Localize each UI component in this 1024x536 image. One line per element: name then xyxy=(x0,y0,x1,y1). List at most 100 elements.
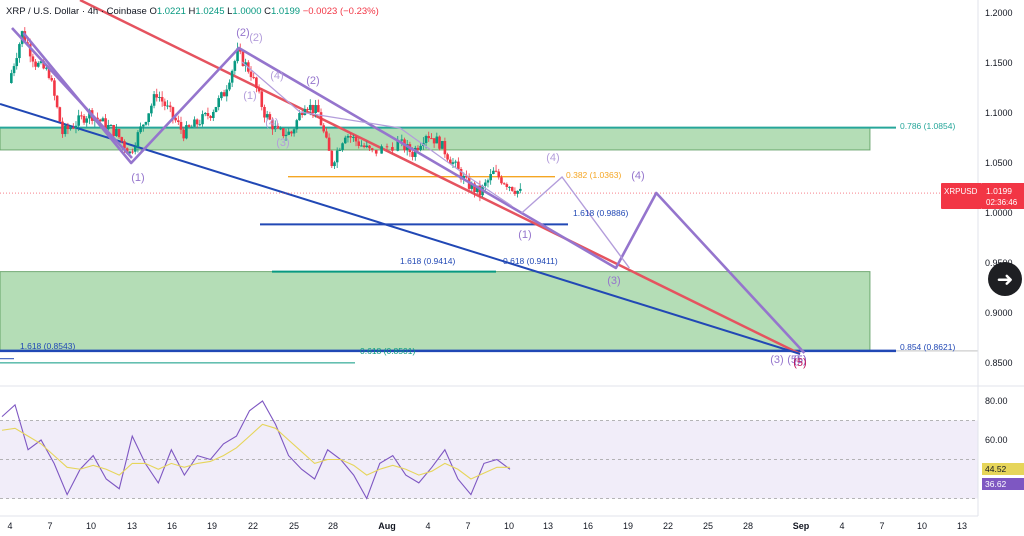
candle-body xyxy=(454,161,457,163)
wave-label: (5) xyxy=(787,354,800,366)
candle-body xyxy=(214,107,218,112)
candle-body xyxy=(174,117,177,121)
candle-body xyxy=(432,138,436,144)
candle-body xyxy=(360,145,363,147)
candle-body xyxy=(300,113,304,115)
wave-label: (1) xyxy=(518,229,531,241)
candle-body xyxy=(349,136,352,138)
x-tick-label: 25 xyxy=(703,521,713,531)
rsi-y-tick-label: 80.00 xyxy=(985,396,1008,406)
x-tick-label: 13 xyxy=(543,521,553,531)
candle-body xyxy=(494,170,498,172)
candle-body xyxy=(152,94,156,106)
candle-body xyxy=(147,113,150,123)
candle-body xyxy=(265,114,269,118)
y-tick-label: 0.9000 xyxy=(985,308,1013,318)
candle-body xyxy=(290,131,293,134)
candle-body xyxy=(497,171,501,178)
candle-body xyxy=(346,136,350,138)
candle-body xyxy=(352,136,355,138)
candle-body xyxy=(187,125,191,127)
candle-body xyxy=(306,108,309,110)
candle-body xyxy=(370,148,374,150)
wave-label: (5) xyxy=(793,354,806,366)
candle-body xyxy=(416,147,420,150)
wave-label: (4) xyxy=(270,70,283,82)
high-label: H xyxy=(188,6,196,17)
candle-body xyxy=(443,141,447,155)
candle-body xyxy=(295,120,299,130)
candle-body xyxy=(166,105,169,107)
candle-body xyxy=(74,125,78,129)
close-label: C xyxy=(264,6,271,17)
level-label: 1.618 (0.9886) xyxy=(573,208,628,218)
candle-body xyxy=(446,154,449,160)
wave-label: (3) xyxy=(770,354,783,366)
x-tick-label: 19 xyxy=(207,521,217,531)
candle-body xyxy=(55,95,59,108)
candle-body xyxy=(50,78,54,81)
candle-body xyxy=(80,115,83,117)
candle-body xyxy=(28,44,32,57)
y-tick-label: 1.0000 xyxy=(985,208,1013,218)
candle-body xyxy=(268,114,272,120)
candle-body xyxy=(96,117,99,120)
level-label: 0.786 (1.0854) xyxy=(900,121,955,131)
change-value: −0.0023 (−0.23%) xyxy=(302,6,379,17)
candle-body xyxy=(101,118,105,122)
candle-body xyxy=(298,113,301,121)
candle-body xyxy=(357,141,361,146)
candle-body xyxy=(341,143,344,150)
x-tick-label: 4 xyxy=(7,521,12,531)
x-tick-label: 4 xyxy=(839,521,844,531)
price-badge-bg xyxy=(941,183,982,209)
candle-body xyxy=(179,121,183,130)
candle-body xyxy=(53,80,56,96)
candle-body xyxy=(209,115,212,118)
candle-body xyxy=(203,113,207,115)
candle-body xyxy=(228,82,231,90)
wave-label: (2) xyxy=(249,32,262,44)
candle-body xyxy=(12,66,16,74)
candle-body xyxy=(66,125,70,130)
rsi-value-badge: 44.52 xyxy=(985,464,1007,474)
candle-body xyxy=(438,136,441,149)
x-tick-label: 7 xyxy=(47,521,52,531)
rsi-ma-badge: 36.62 xyxy=(985,479,1007,489)
y-tick-label: 1.1000 xyxy=(985,108,1013,118)
candle-body xyxy=(483,182,487,186)
candle-body xyxy=(133,146,137,152)
x-tick-label: 10 xyxy=(86,521,96,531)
candle-body xyxy=(303,108,307,115)
candle-body xyxy=(391,147,394,151)
candle-body xyxy=(163,101,167,107)
chart-header: XRP / U.S. Dollar · 4h · Coinbase O1.022… xyxy=(6,6,379,17)
candle-body xyxy=(42,61,45,69)
candle-body xyxy=(69,127,72,130)
candle-body xyxy=(225,89,229,97)
candle-body xyxy=(177,120,180,122)
candle-body xyxy=(241,51,245,66)
y-tick-label: 1.1500 xyxy=(985,58,1013,68)
candle-body xyxy=(284,134,288,137)
candle-body xyxy=(448,159,452,164)
candle-body xyxy=(136,132,140,147)
x-tick-label: 28 xyxy=(328,521,338,531)
candle-body xyxy=(271,119,274,130)
candle-body xyxy=(411,152,414,157)
red-trendline xyxy=(79,0,801,356)
candle-body xyxy=(513,190,517,194)
candle-body xyxy=(34,61,37,67)
candle-body xyxy=(362,145,366,148)
label-layer: 0.382 (1.0363) 1.618 (0.9886) 1.618 (0.941… xyxy=(20,121,955,356)
candle-body xyxy=(325,131,328,138)
candle-body xyxy=(365,145,369,148)
next-arrow-button[interactable]: ➜ xyxy=(988,262,1022,296)
x-tick-label: 16 xyxy=(583,521,593,531)
elliott-wave-projection xyxy=(521,175,630,269)
candle-body xyxy=(322,125,326,132)
candle-body xyxy=(475,185,479,193)
candle-body xyxy=(39,61,43,63)
